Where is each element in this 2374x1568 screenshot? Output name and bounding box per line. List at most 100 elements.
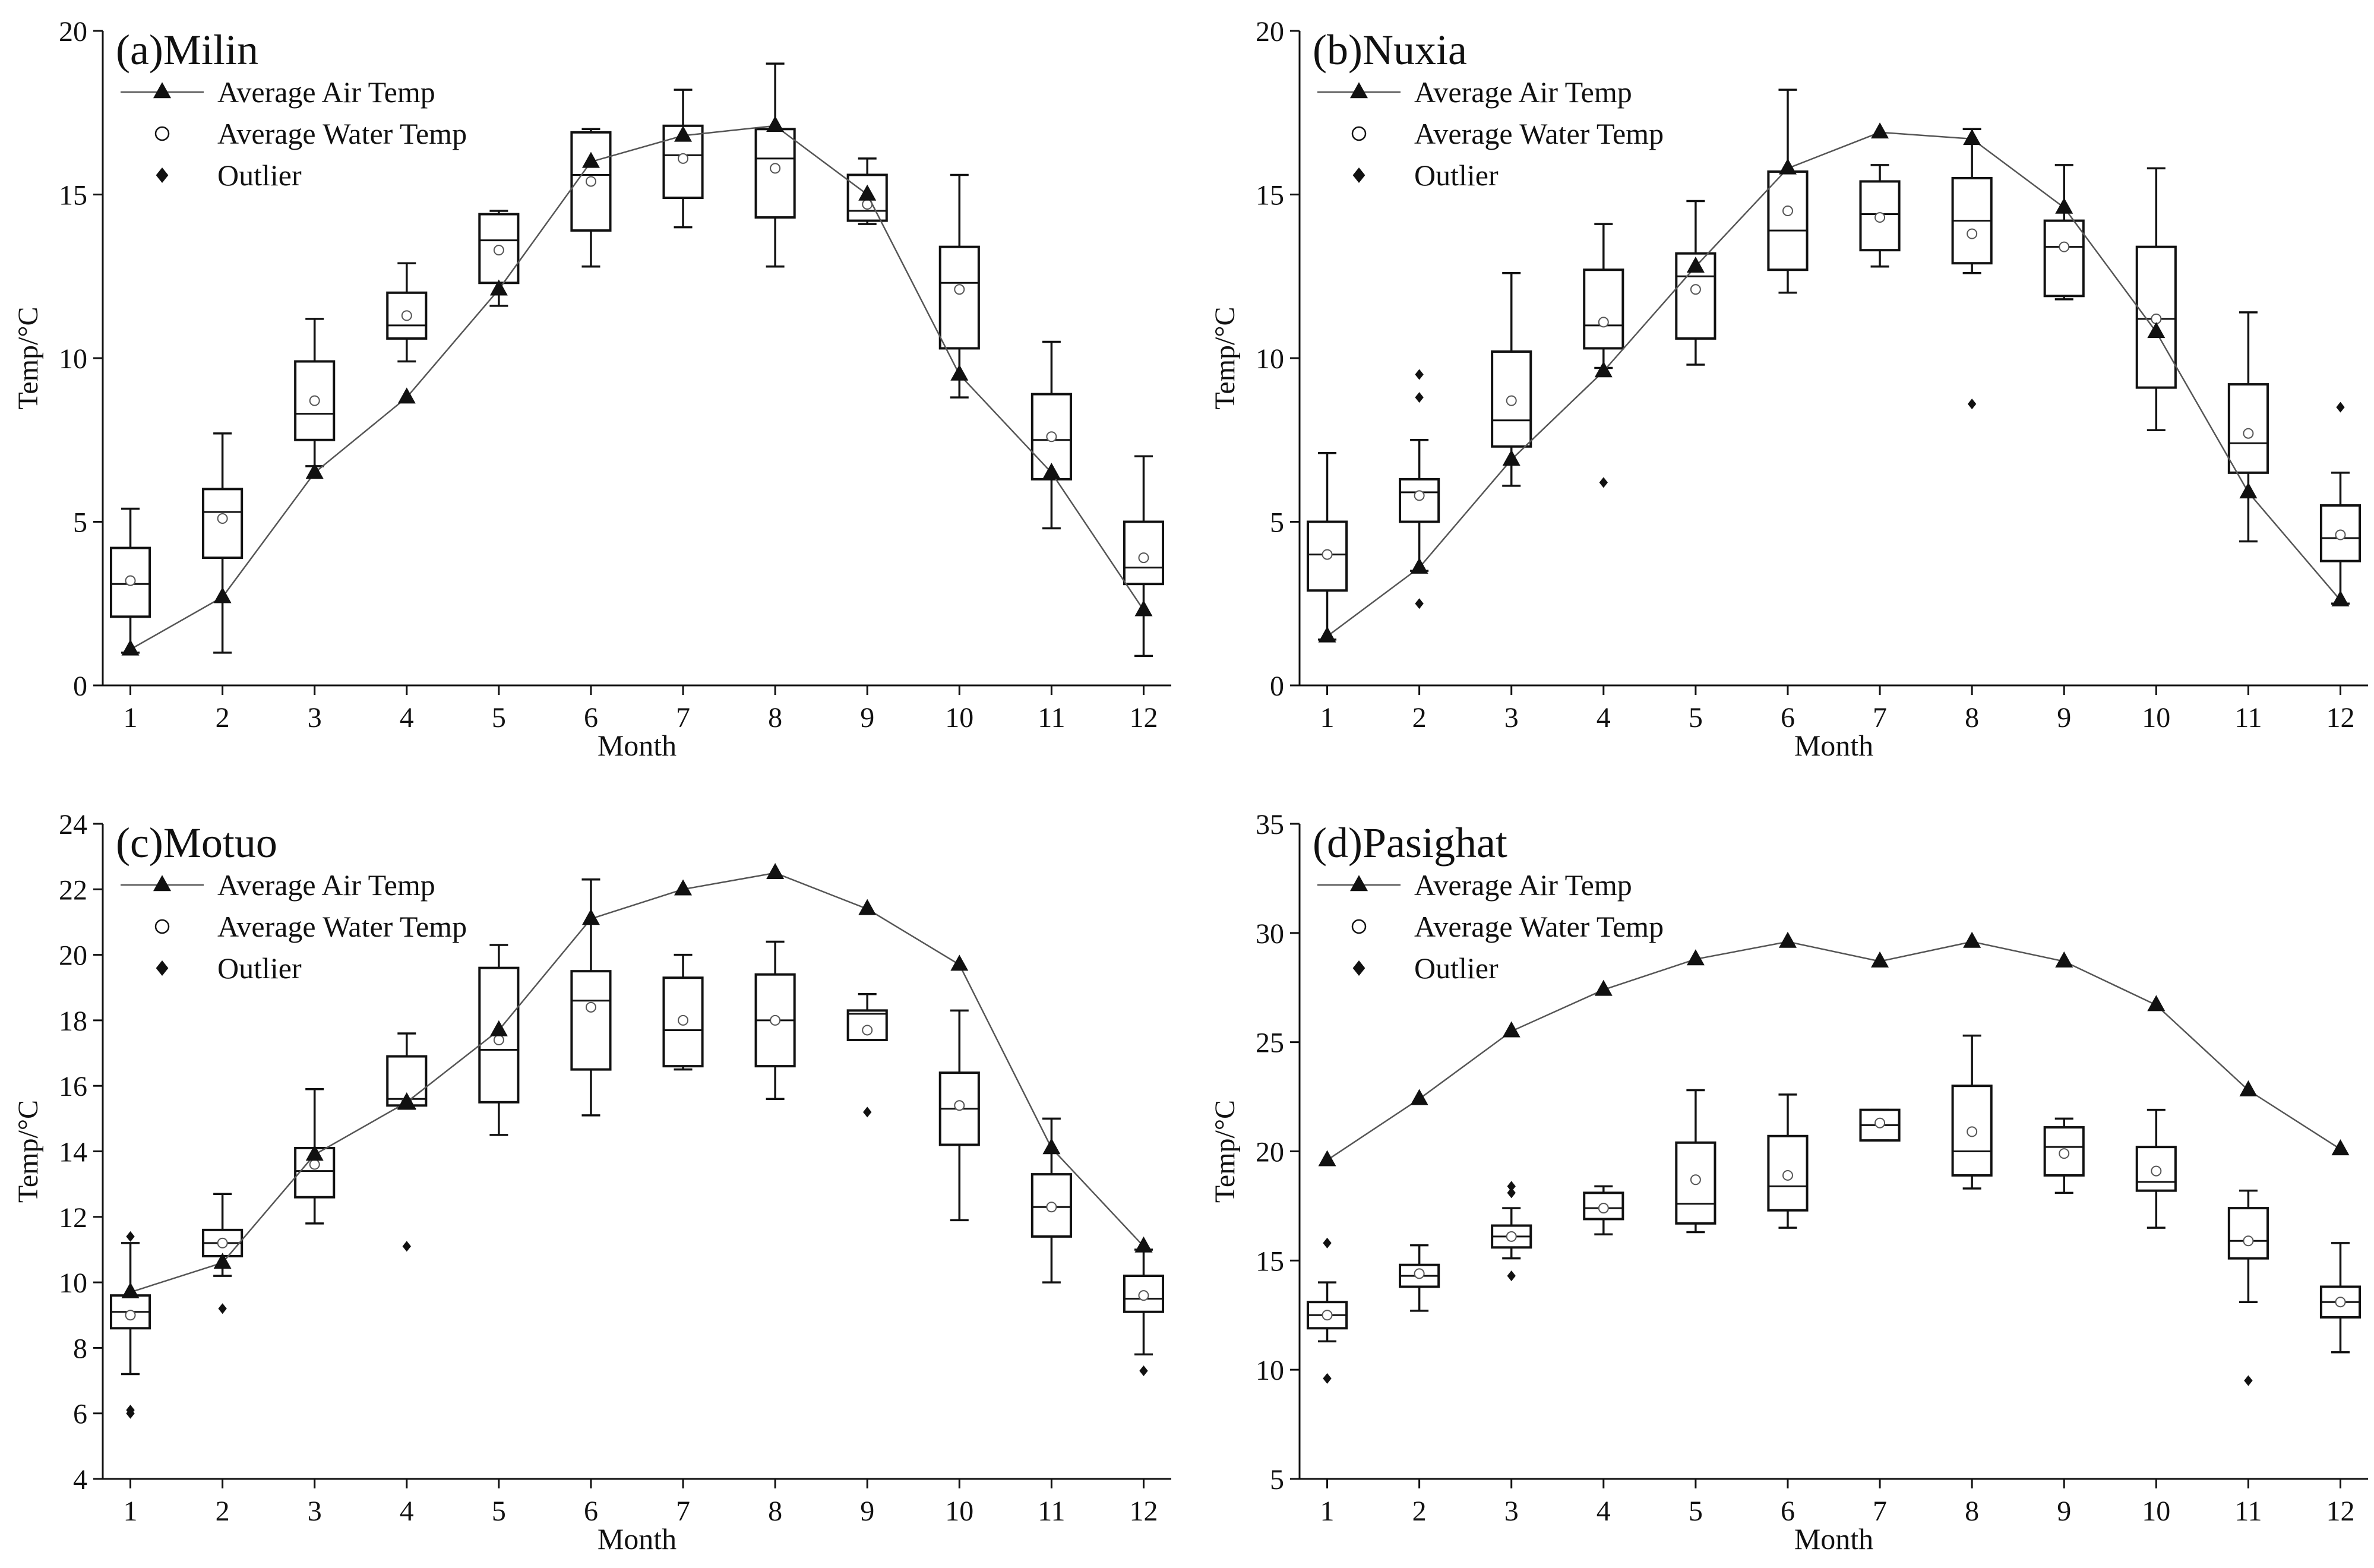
y-tick-label: 35	[1256, 809, 1284, 840]
x-tick-label: 5	[1689, 702, 1703, 734]
water-temp-point	[217, 513, 228, 524]
box-month-7	[662, 953, 704, 1071]
x-tick-label: 3	[1504, 1496, 1519, 1527]
air-temp-point	[305, 1145, 324, 1161]
air-temp-point	[1686, 256, 1705, 273]
x-tick-label: 11	[1038, 702, 1065, 734]
air-temp-point	[1042, 1138, 1061, 1155]
box-iqr	[386, 291, 428, 340]
box-month-2	[202, 432, 244, 654]
y-tick-label: 20	[1256, 1137, 1284, 1168]
outlier-point	[1507, 1270, 1516, 1282]
x-tick-label: 8	[768, 1496, 782, 1527]
water-temp-point	[1506, 395, 1517, 406]
air-temp-point	[1318, 626, 1336, 643]
box-month-11	[2227, 1189, 2269, 1303]
air-temp-point	[1042, 463, 1061, 479]
water-temp-point	[493, 245, 504, 256]
water-temp-point	[1690, 284, 1701, 295]
legend-water-label: Average Water Temp	[1414, 910, 1664, 943]
water-temp-point	[2243, 1235, 2254, 1247]
water-temp-point	[1598, 1203, 1609, 1214]
box-iqr	[202, 488, 244, 559]
water-temp-point	[585, 1001, 596, 1013]
y-tick-label: 10	[1256, 1355, 1284, 1386]
box-iqr	[1030, 1173, 1072, 1238]
box-iqr	[294, 360, 336, 441]
water-temp-point	[770, 163, 781, 174]
box-month-11	[1030, 340, 1072, 530]
air-temp-point	[1502, 450, 1521, 466]
air-temp-line	[129, 125, 1145, 650]
air-temp-point	[397, 1092, 416, 1109]
box-month-9	[846, 993, 888, 1041]
x-tick-label: 12	[1129, 1496, 1158, 1527]
air-temp-point	[1963, 129, 1981, 146]
y-tick-label: 10	[1256, 343, 1284, 375]
water-temp-point	[1322, 1310, 1333, 1321]
outlier-point	[2244, 1375, 2253, 1386]
x-axis-label: Month	[598, 1522, 677, 1556]
air-temp-point	[674, 125, 693, 142]
y-tick-label: 10	[59, 1267, 87, 1299]
x-tick-label: 6	[1781, 1496, 1795, 1527]
x-tick-label: 9	[2057, 1496, 2071, 1527]
water-temp-point	[1046, 431, 1057, 442]
x-tick-label: 3	[308, 1496, 322, 1527]
air-temp-point	[1502, 1021, 1521, 1038]
water-temp-point	[309, 1159, 320, 1170]
box-iqr	[1030, 393, 1072, 480]
x-tick-label: 3	[308, 702, 322, 734]
y-tick-label: 0	[1270, 671, 1284, 702]
y-tick-label: 4	[73, 1464, 87, 1496]
legend-water-marker	[1351, 126, 1367, 141]
air-temp-point	[2055, 951, 2073, 968]
air-temp-point	[1778, 158, 1797, 175]
box-month-9	[2043, 1117, 2085, 1194]
outlier-point	[1323, 1237, 1332, 1248]
box-iqr	[2043, 219, 2085, 298]
y-tick-label: 20	[59, 940, 87, 972]
x-tick-label: 5	[1689, 1496, 1703, 1527]
x-tick-label: 7	[676, 1496, 690, 1527]
air-temp-point	[674, 879, 693, 896]
box-month-4	[386, 262, 428, 363]
water-temp-point	[2151, 1165, 2162, 1177]
air-temp-point	[2055, 197, 2073, 214]
box-iqr	[938, 245, 980, 350]
x-tick-label: 1	[124, 1496, 138, 1527]
air-temp-point	[1410, 1089, 1428, 1105]
x-tick-label: 6	[1781, 702, 1795, 734]
box-month-5	[1675, 200, 1717, 366]
air-temp-point	[121, 1282, 140, 1298]
box-iqr	[109, 546, 151, 618]
x-tick-label: 4	[1597, 1496, 1611, 1527]
x-tick-label: 4	[400, 702, 414, 734]
x-tick-label: 11	[2234, 702, 2262, 734]
box-month-6	[570, 878, 612, 1117]
box-iqr	[2227, 1207, 2269, 1260]
box-month-10	[2135, 167, 2177, 431]
x-tick-label: 7	[1873, 1496, 1887, 1527]
x-tick-label: 7	[676, 702, 690, 734]
panel-title: (c)Motuo	[116, 819, 277, 867]
x-tick-label: 8	[1965, 1496, 1979, 1527]
outlier-point	[1507, 1181, 1516, 1192]
water-temp-point	[585, 176, 596, 187]
x-tick-label: 1	[1320, 702, 1335, 734]
legend-air-marker	[153, 875, 171, 892]
outlier-point	[1599, 477, 1608, 488]
air-temp-line	[1326, 131, 2341, 637]
box-iqr	[570, 131, 612, 232]
y-tick-label: 18	[59, 1006, 87, 1037]
y-tick-label: 5	[73, 507, 87, 539]
water-temp-point	[125, 1310, 136, 1321]
air-temp-point	[2147, 322, 2166, 339]
air-temp-line	[130, 872, 1145, 1293]
water-temp-point	[1414, 1268, 1425, 1279]
air-temp-point	[1410, 557, 1428, 574]
x-tick-label: 9	[860, 1496, 874, 1527]
box-iqr	[662, 976, 704, 1068]
